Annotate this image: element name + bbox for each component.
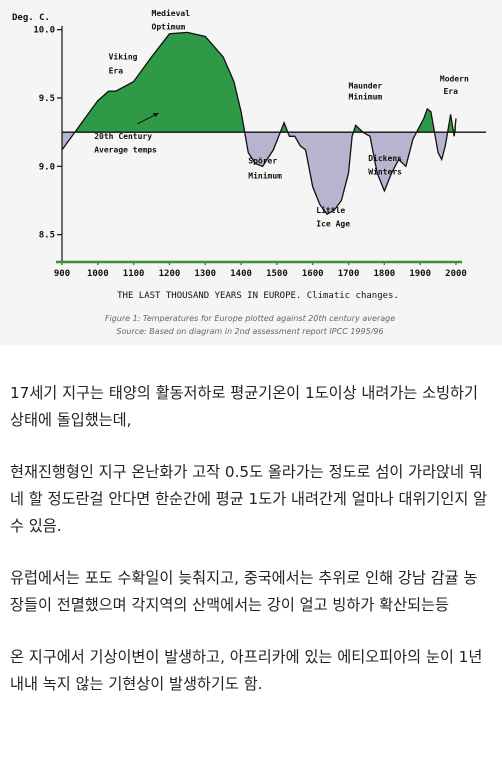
annotation-arrowhead [152,113,159,118]
chart-annotation: Spörer [248,157,277,166]
figure-caption-source: Source: Based on diagram in 2nd assessme… [116,327,383,336]
chart-annotation: Maunder [349,81,383,90]
chart-annotation: Era [109,66,124,75]
x-tick-label: 1600 [302,269,324,279]
chart-annotation: Ice Age [316,219,350,228]
y-axis-label: Deg. C. [12,13,50,23]
figure-caption-line: Figure 1: Temperatures for Europe plotte… [105,314,395,323]
x-tick-label: 1000 [87,269,109,279]
chart-annotation: Minimum [248,171,282,181]
chart-annotation: Winters [368,167,402,177]
chart-annotation: Average temps [94,146,157,155]
warm-anomaly-area [74,32,456,133]
temperature-chart: 10.0 9.5 9.0 8.5 900 1000 1100 1200 1300 1400 1500… [12,8,486,336]
temperature-curve [61,31,457,216]
article-paragraph: 현재진행형인 지구 온난화가 고작 0.5도 올라가는 정도로 섬이 가라앉네 … [10,463,488,535]
chart-annotation: Minimum [349,91,383,101]
article-paragraph: 온 지구에서 기상이변이 발생하고, 아프리카에 있는 에티오피아의 눈이 1년… [10,648,483,693]
chart-annotation: Dickens [368,153,402,163]
x-tick-label: 2000 [445,269,467,279]
chart-annotation: Viking [109,52,138,62]
x-tick-label: 1100 [123,269,145,279]
y-tick-label: 10.0 [33,26,55,36]
article-body: 17세기 지구는 태양의 활동저하로 평균기온이 1도이상 내려가는 소빙하기 … [10,380,490,723]
x-tick-label: 1500 [266,269,288,279]
x-tick-label: 900 [54,269,70,279]
chart-annotation: Era [443,87,458,96]
chart-figure: 10.0 9.5 9.0 8.5 900 1000 1100 1200 1300 1400 1500… [0,0,502,345]
x-tick-label: 1700 [338,269,360,279]
chart-annotation: Optimum [152,22,186,32]
chart-annotation: 20th Century [94,132,152,141]
x-tick-label: 1300 [194,269,216,279]
y-tick-label: 9.5 [39,94,55,104]
x-axis-label: THE LAST THOUSAND YEARS IN EUROPE. Clima… [117,291,399,301]
chart-annotation: Little [316,205,345,215]
chart-annotation: Medieval [152,8,191,18]
y-tick-label: 8.5 [39,231,55,241]
x-tick-label: 1900 [409,269,431,279]
article-paragraph: 유럽에서는 포도 수확일이 늦춰지고, 중국에서는 추위로 인해 강남 감귤 농… [10,569,478,614]
y-tick-label: 9.0 [39,162,55,172]
x-tick-label: 1800 [374,269,396,279]
x-tick-label: 1400 [230,269,252,279]
x-tick-label: 1200 [159,269,181,279]
article-paragraph: 17세기 지구는 태양의 활동저하로 평균기온이 1도이상 내려가는 소빙하기 … [10,384,478,429]
chart-annotation: Modern [440,75,469,84]
